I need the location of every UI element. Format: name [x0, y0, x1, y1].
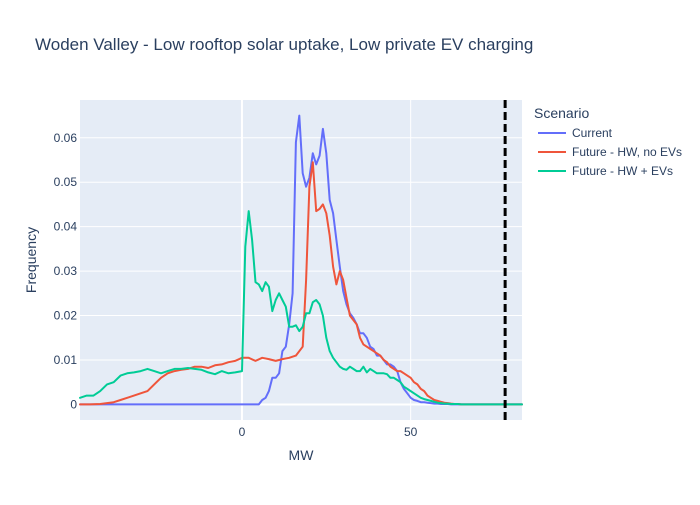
y-tick-label: 0.03: [54, 264, 78, 278]
y-axis-label: Frequency: [23, 227, 39, 293]
chart-title: Woden Valley - Low rooftop solar uptake,…: [35, 35, 533, 54]
y-tick-label: 0.05: [54, 175, 78, 189]
legend-label-future-hw-no-evs: Future - HW, no EVs: [572, 145, 682, 159]
legend-item-current[interactable]: Current: [538, 126, 613, 140]
legend-label-future-hw-evs: Future - HW + EVs: [572, 164, 673, 178]
series-line-future-hw-evs[interactable]: [79, 210, 523, 406]
legend-label-current: Current: [572, 126, 613, 140]
x-tick-label: 0: [239, 425, 246, 439]
y-tick-label: 0.01: [54, 353, 78, 367]
y-tick-label: 0.02: [54, 309, 78, 323]
legend: Scenario Current Future - HW, no EVs Fut…: [534, 105, 682, 178]
legend-title: Scenario: [534, 105, 589, 121]
x-tick-label: 50: [404, 425, 418, 439]
legend-item-future-hw-no-evs[interactable]: Future - HW, no EVs: [538, 145, 682, 159]
legend-item-future-hw-evs[interactable]: Future - HW + EVs: [538, 164, 673, 178]
x-axis-label: MW: [289, 447, 315, 463]
y-tick-label: 0: [70, 397, 77, 411]
tick-labels: 0 0.01 0.02 0.03 0.04 0.05 0.06 0 50: [54, 131, 418, 439]
y-tick-label: 0.04: [54, 220, 78, 234]
series-lines: [79, 114, 523, 406]
y-tick-label: 0.06: [54, 131, 78, 145]
